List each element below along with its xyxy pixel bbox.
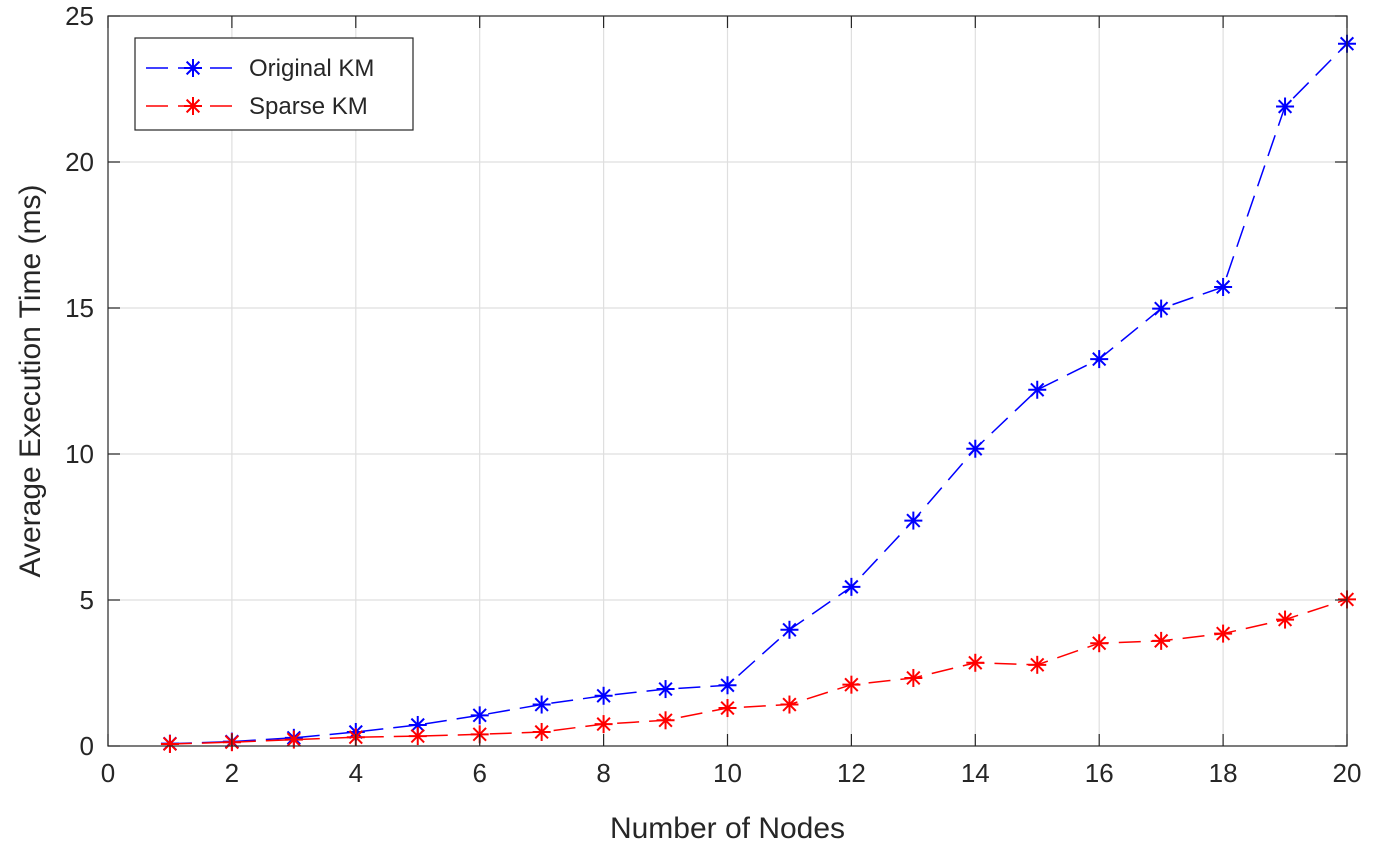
data-point [966, 439, 985, 458]
x-tick-label: 16 [1085, 758, 1114, 788]
y-tick-label: 10 [65, 439, 94, 469]
grid-lines [108, 16, 1347, 746]
legend-box [134, 37, 414, 131]
data-point [1090, 634, 1109, 653]
y-tick-label: 0 [80, 731, 94, 761]
data-point [718, 676, 737, 695]
data-point [904, 511, 923, 530]
y-tick-label: 15 [65, 293, 94, 323]
data-point [780, 695, 799, 714]
x-tick-label: 4 [349, 758, 363, 788]
data-point [1028, 380, 1047, 399]
x-tick-label: 8 [596, 758, 610, 788]
data-point [532, 722, 551, 741]
y-axis-label: Average Execution Time (ms) [14, 185, 47, 578]
data-point [1214, 277, 1233, 296]
x-tick-label: 0 [101, 758, 115, 788]
data-point [966, 653, 985, 672]
legend-label: Original KM [249, 55, 374, 82]
x-tick-label: 20 [1333, 758, 1362, 788]
x-tick-label: 2 [225, 758, 239, 788]
y-tick-label: 5 [80, 585, 94, 615]
legend-item: Sparse KM [146, 93, 368, 120]
data-point [470, 706, 489, 725]
data-point [408, 727, 427, 746]
legend-marker [184, 97, 202, 115]
data-point [780, 620, 799, 639]
data-point [842, 577, 861, 596]
data-point [904, 668, 923, 687]
y-tick-label: 25 [65, 1, 94, 31]
legend: Original KM Sparse KM [134, 37, 414, 131]
data-point [160, 734, 179, 753]
series-line [169, 598, 1348, 745]
axis-ticks: 0 2 4 6 8 10 12 14 16 18 20 0 5 10 15 20 25 [65, 1, 1361, 788]
data-point [718, 699, 737, 718]
data-point [842, 675, 861, 694]
data-point [1276, 97, 1295, 116]
data-point [656, 680, 675, 699]
data-point [594, 715, 613, 734]
legend-item: Original KM [146, 55, 374, 82]
data-point [656, 711, 675, 730]
data-point [1090, 350, 1109, 369]
x-tick-label: 14 [961, 758, 990, 788]
y-tick-label: 20 [65, 147, 94, 177]
x-tick-label: 6 [472, 758, 486, 788]
series-line [169, 43, 1348, 745]
data-point [1028, 655, 1047, 674]
data-point [594, 686, 613, 705]
data-point [532, 695, 551, 714]
data-point [1152, 631, 1171, 650]
x-tick-label: 18 [1209, 758, 1238, 788]
x-tick-label: 10 [713, 758, 742, 788]
data-point [1152, 299, 1171, 318]
data-point [1214, 624, 1233, 643]
data-point [1276, 610, 1295, 629]
x-axis-label: Number of Nodes [610, 812, 845, 844]
legend-label: Sparse KM [249, 93, 368, 120]
legend-marker [184, 59, 202, 77]
x-tick-label: 12 [837, 758, 866, 788]
